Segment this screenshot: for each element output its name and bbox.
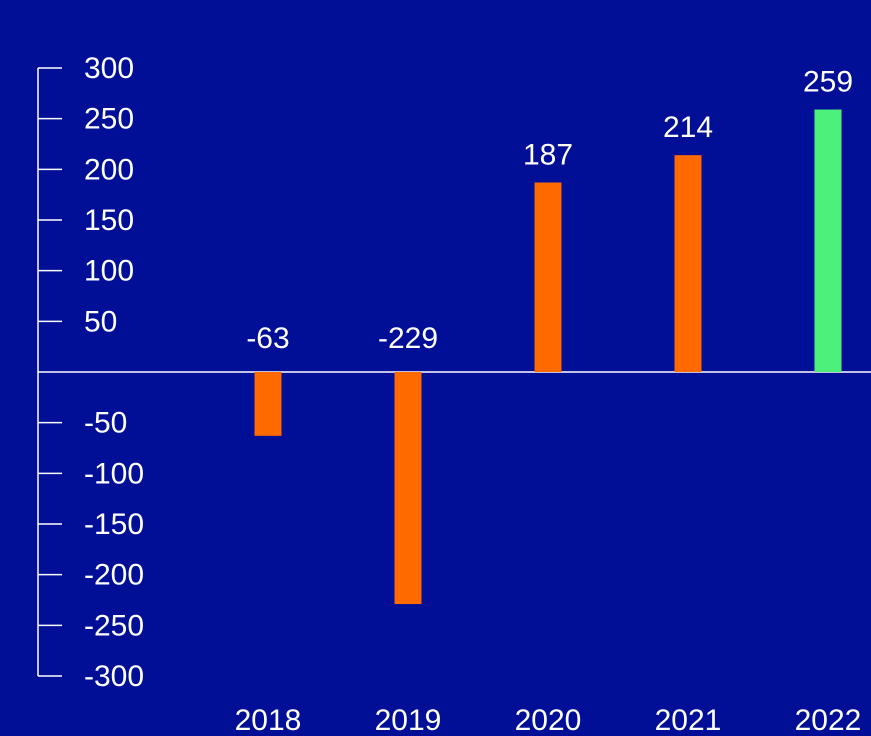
data-label-2018: -63 [246,322,289,355]
data-labels-group: -63 -229 187 214 259 [246,66,853,355]
y-tick-label: 300 [84,52,134,85]
data-label-2020: 187 [523,139,573,172]
x-tick-label-2021: 2021 [655,704,722,736]
x-tick-labels-group: 2018 2019 2020 2021 2022 [235,704,862,736]
x-tick-label-2019: 2019 [375,704,442,736]
y-tick-label: 200 [84,153,134,186]
bar-2022 [814,109,842,373]
bar-2021 [674,155,702,372]
y-tick-label: 50 [84,305,117,338]
bar-2020 [534,182,562,372]
x-tick-label-2022: 2022 [795,704,862,736]
y-tick-label: -150 [84,508,144,541]
x-tick-label-2020: 2020 [515,704,582,736]
y-tick-label: -50 [84,407,127,440]
bars-group [254,109,842,605]
bar-2019 [394,372,422,605]
bar-2018 [254,372,282,436]
y-tick-label: -200 [84,559,144,592]
data-label-2021: 214 [663,111,713,144]
y-tick-label: 100 [84,255,134,288]
y-tick-label: 250 [84,103,134,136]
y-tick-label: 150 [84,204,134,237]
y-tick-label: -100 [84,457,144,490]
data-label-2019: -229 [378,322,438,355]
y-axis: 300 250 200 150 100 50 -50 -100 -150 -200 -250 -300 [37,52,144,693]
y-tick-label: -300 [84,660,144,693]
y-tick-label: -250 [84,609,144,642]
x-tick-label-2018: 2018 [235,704,302,736]
data-label-2022: 259 [803,66,853,99]
